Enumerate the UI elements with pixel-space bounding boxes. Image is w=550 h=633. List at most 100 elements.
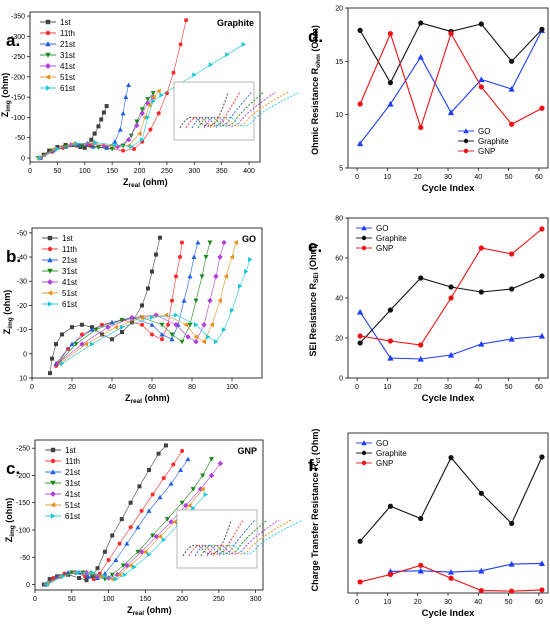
data-point-GO xyxy=(478,567,485,574)
inset-curve xyxy=(218,519,304,557)
legend-marker xyxy=(47,268,53,274)
data-point-GO xyxy=(417,355,424,362)
inset-frame xyxy=(176,509,258,569)
data-point-GNP xyxy=(418,562,424,568)
data-point-41st xyxy=(217,460,224,467)
data-point-31st xyxy=(145,97,151,102)
data-point-Graphite xyxy=(478,490,484,496)
inset-curve xyxy=(215,91,301,129)
data-point-41st xyxy=(134,122,140,129)
x-axis-label: Zreal (ohm) xyxy=(123,177,168,189)
data-point-41st xyxy=(124,562,130,569)
data-point-41st xyxy=(173,322,179,328)
plot-frame xyxy=(29,11,261,163)
x-tick-label: 200 xyxy=(134,168,146,175)
panel-title: Graphite xyxy=(217,18,254,28)
x-tick-label: 100 xyxy=(226,384,238,391)
data-point-51st xyxy=(201,339,206,345)
y-axis-label-sub: img xyxy=(7,317,14,329)
data-point-11th xyxy=(170,298,174,303)
data-point-31st xyxy=(109,572,115,578)
y-tick-label: 0 xyxy=(21,155,25,162)
inset-curve xyxy=(197,91,265,129)
data-point-61st xyxy=(174,312,179,318)
data-point-1st xyxy=(110,337,114,342)
data-point-1st xyxy=(54,342,58,347)
data-point-61st xyxy=(102,573,108,579)
data-point-51st xyxy=(109,576,115,582)
y-axis-label: Charge Transfer Resistance Rct (Ohm) xyxy=(310,429,322,592)
panel-title: GNP xyxy=(237,446,257,456)
data-point-1st xyxy=(92,131,97,136)
legend: 1st 11th 21st 31st 41st 51st 61st xyxy=(45,446,81,521)
data-point-GO xyxy=(447,351,455,358)
data-point-61st xyxy=(147,552,152,558)
data-point-31st xyxy=(150,91,156,96)
data-point-Graphite xyxy=(539,26,545,32)
y-tick-label: 0 xyxy=(339,376,343,383)
data-point-1st xyxy=(77,576,82,580)
y-axis-label-main: Ohmic Resistance R xyxy=(310,67,320,155)
data-point-11th xyxy=(160,337,164,342)
data-point-GNP xyxy=(418,342,424,348)
legend-marker xyxy=(50,491,56,497)
data-point-1st xyxy=(140,303,144,308)
data-point-1st xyxy=(128,500,133,505)
data-point-Graphite xyxy=(357,340,363,346)
x-tick-label: 60 xyxy=(148,384,156,391)
data-point-41st xyxy=(185,334,191,340)
data-point-61st xyxy=(225,52,230,58)
inset-curve xyxy=(203,91,277,129)
data-point-51st xyxy=(193,334,198,340)
data-point-31st xyxy=(199,274,205,279)
data-point-GNP xyxy=(418,124,424,131)
x-axis-label: Zreal (ohm) xyxy=(127,605,172,617)
series-line-Graphite xyxy=(359,456,543,542)
data-point-1st xyxy=(101,110,106,115)
data-point-51st xyxy=(223,273,228,279)
data-point-61st xyxy=(93,140,99,146)
legend-label: Graphite xyxy=(376,449,407,458)
data-point-Graphite xyxy=(387,80,394,86)
legend-marker xyxy=(463,138,469,144)
x-axis-label: Cycle Index xyxy=(422,183,476,194)
panel-label: b. xyxy=(6,247,21,266)
x-tick-label: 0 xyxy=(28,168,32,175)
y-tick-label: -40 xyxy=(17,255,27,262)
x-tick-label: 0 xyxy=(30,384,34,391)
x-tick-label: 0 xyxy=(33,596,37,603)
legend: 1st 11th 21st 31st 41st 51st 61st xyxy=(40,18,76,93)
data-point-31st xyxy=(164,517,170,522)
data-point-61st xyxy=(244,269,249,275)
legend-label: 41st xyxy=(60,62,76,71)
data-point-21st xyxy=(85,573,91,579)
y-tick-label: -10 xyxy=(17,327,27,334)
y-tick-label: -200 xyxy=(11,74,25,81)
data-point-31st xyxy=(169,332,175,337)
inset xyxy=(173,81,301,141)
data-point-1st xyxy=(119,517,124,522)
legend-label: 21st xyxy=(62,256,78,265)
y-axis-label-sub: SEI xyxy=(313,272,320,283)
data-point-Graphite xyxy=(418,275,424,281)
legend-label: 11th xyxy=(65,457,80,466)
legend-label: GO xyxy=(376,224,388,233)
data-point-61st xyxy=(90,341,95,347)
data-point-21st xyxy=(195,240,201,245)
legend-marker xyxy=(50,513,56,519)
legend-label: 1st xyxy=(62,234,73,243)
y-axis-label-main: Z xyxy=(2,328,12,334)
data-point-21st xyxy=(149,322,155,327)
data-point-GO xyxy=(417,567,424,574)
y-tick-label: -50 xyxy=(17,230,27,237)
y-axis-label-main: Charge Transfer Resistance R xyxy=(310,463,320,592)
data-point-51st xyxy=(146,102,152,108)
data-point-31st xyxy=(73,342,79,347)
data-point-31st xyxy=(93,327,99,333)
data-point-41st xyxy=(139,110,145,117)
data-point-1st xyxy=(154,252,158,257)
legend-marker xyxy=(45,52,51,58)
